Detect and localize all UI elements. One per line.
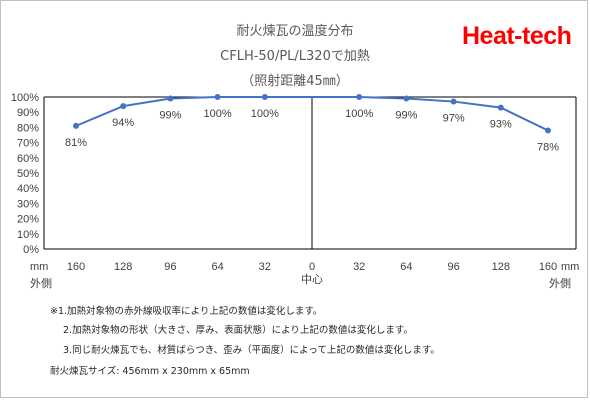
data-label: 94% <box>112 117 134 129</box>
note-3: 3.同じ耐火煉瓦でも、材質ばらつき、歪み（平面度）によって上記の数値は変化します… <box>63 345 440 356</box>
mm-label-right: mm <box>561 261 579 273</box>
y-tick-label: 20% <box>17 214 39 226</box>
series-points <box>73 94 551 134</box>
data-label: 99% <box>395 110 417 122</box>
data-point <box>450 98 457 105</box>
y-tick-label: 90% <box>17 107 39 119</box>
data-label: 100% <box>204 108 232 120</box>
x-tick-label: 32 <box>259 261 271 273</box>
data-point <box>214 94 221 100</box>
data-point <box>356 94 363 100</box>
data-point <box>167 95 174 102</box>
data-label: 100% <box>345 108 373 120</box>
data-point <box>261 94 268 100</box>
chart-title: 耐火煉瓦の温度分布 <box>236 24 354 39</box>
y-tick-label: 70% <box>17 138 39 150</box>
data-label: 97% <box>443 113 465 125</box>
mm-label-left: mm <box>30 261 48 273</box>
y-tick-label: 40% <box>17 183 39 195</box>
y-tick-label: 100% <box>11 92 39 104</box>
x-tick-label: 128 <box>114 261 132 273</box>
x-tick-label: 64 <box>211 261 223 273</box>
x-tick-label: 96 <box>447 261 459 273</box>
y-tick-label: 50% <box>17 168 39 180</box>
x-tick-label: 64 <box>400 261 412 273</box>
brand-logo-text: Heat-tech <box>462 22 572 50</box>
outside-label-right: 外側 <box>549 277 571 290</box>
chart-subtitle-distance: （照射距離45㎜） <box>241 74 349 89</box>
y-axis-ticks: 0% 10% 20% 30% 40% 50% 60% 70% 80% 90% 100% <box>11 92 39 256</box>
data-point <box>73 122 79 129</box>
data-labels: 81% 94% 99% 100% 100% 100% 99% 97% 93% 78% <box>65 108 559 153</box>
x-tick-label: 160 <box>67 261 85 273</box>
y-tick-label: 0% <box>23 244 39 256</box>
center-label: 中心 <box>301 273 323 286</box>
line-chart: 0% 10% 20% 30% 40% 50% 60% 70% 80% 90% 100% 160 128… <box>11 92 579 290</box>
brick-size: 耐火煉瓦サイズ: 456mm x 230mm x 65mm <box>50 366 250 377</box>
chart-subtitle: CFLH-50/PL/L320で加熱 <box>220 49 370 64</box>
y-tick-label: 30% <box>17 198 39 210</box>
y-tick-label: 60% <box>17 153 39 165</box>
data-point <box>545 127 551 134</box>
data-label: 99% <box>159 110 181 122</box>
y-tick-label: 80% <box>17 122 39 134</box>
note-1: ※1.加熱対象物の赤外線吸収率により上記の数値は変化します。 <box>50 306 323 317</box>
x-tick-label: 96 <box>164 261 176 273</box>
data-label: 100% <box>251 108 279 120</box>
x-axis-ticks: 160 128 96 64 32 0 32 64 96 128 160 <box>67 261 557 273</box>
data-point <box>120 103 127 110</box>
x-tick-label: 160 <box>539 261 557 273</box>
y-tick-label: 10% <box>17 229 39 241</box>
series-line <box>75 96 549 132</box>
x-tick-label: 32 <box>353 261 365 273</box>
note-2: 2.加熱対象物の形状（大きさ、厚み、表面状態）により上記の数値は変化します。 <box>63 325 413 336</box>
outside-label-left: 外側 <box>30 277 52 290</box>
x-tick-label: 128 <box>492 261 510 273</box>
data-label: 78% <box>537 141 559 153</box>
data-label: 81% <box>65 137 87 149</box>
data-point <box>403 95 410 102</box>
x-tick-label: 0 <box>309 261 315 273</box>
data-point <box>497 104 504 111</box>
data-label: 93% <box>490 119 512 131</box>
